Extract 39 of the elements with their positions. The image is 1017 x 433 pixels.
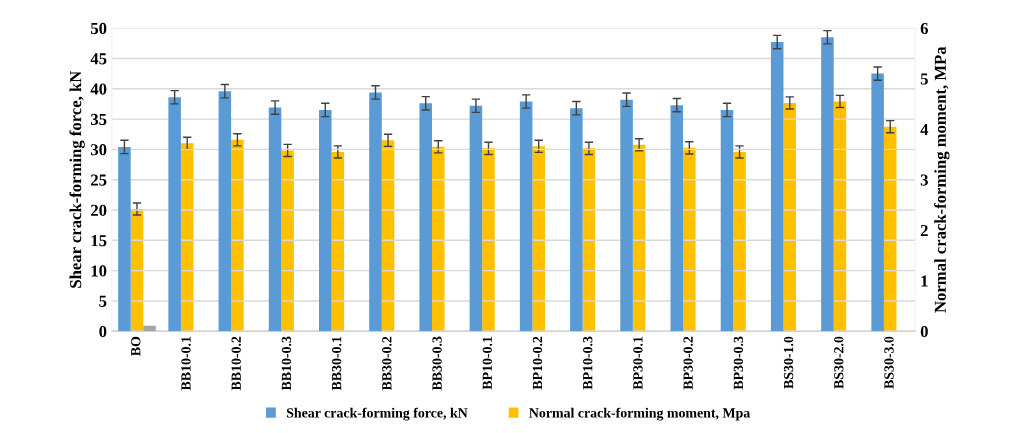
x-tick-label: BS30-2.0 (834, 336, 844, 389)
y2-tick-label: 5 (920, 73, 928, 85)
y2-tick-label: 3 (920, 174, 928, 186)
x-tick-label: BB30-0.2 (382, 336, 392, 391)
x-tick-label: BP10-0.3 (583, 336, 593, 390)
x-tick-label: BB30-0.1 (331, 336, 342, 391)
x-tick-label: BB10-0.2 (231, 336, 241, 391)
y-tick-label: 40 (90, 83, 107, 95)
y-tick-label: 15 (91, 235, 107, 247)
x-tick-label: BB30-0.3 (432, 336, 442, 391)
y2-axis-title: Normal crack-forming moment, MPa (934, 46, 950, 313)
x-tick-label: BP30-0.3 (733, 336, 744, 390)
x-tick-label: BO (131, 336, 141, 356)
x-tick-label: BP10-0.2 (532, 336, 543, 390)
x-tick-label: BS30-1.0 (783, 336, 794, 389)
y2-tick-label: 0 (920, 325, 928, 338)
x-tick-label: BP10-0.1 (482, 336, 493, 390)
y-tick-label: 20 (91, 204, 107, 216)
legend-label: Normal crack-forming moment, Mpa (529, 407, 751, 421)
y-tick-label: 25 (91, 174, 107, 186)
y-tick-label: 5 (99, 295, 107, 307)
y2-tick-label: 6 (920, 22, 929, 35)
y2-tick-label: 1 (921, 275, 928, 287)
bar (143, 325, 156, 332)
y-tick-label: 35 (90, 113, 107, 126)
x-tick-label: BP30-0.1 (633, 336, 643, 390)
y2-tick-label: 2 (920, 224, 928, 236)
y-tick-label: 50 (91, 22, 107, 35)
x-tick-label: BB10-0.3 (281, 336, 292, 391)
y2-tick-label: 4 (920, 123, 929, 135)
y-tick-label: 10 (91, 265, 107, 277)
y-tick-label: 30 (90, 144, 107, 156)
y-tick-label: 45 (90, 53, 107, 65)
y-tick-label: 0 (99, 325, 107, 338)
x-tick-label: BS30-3.0 (884, 336, 894, 389)
x-tick-label: BB10-0.1 (181, 336, 191, 391)
x-tick-label: BP30-0.2 (683, 336, 693, 390)
legend-label: Shear crack-forming force, kN (286, 407, 468, 421)
y-axis-title: Shear crack-forming force, kN (69, 70, 85, 288)
